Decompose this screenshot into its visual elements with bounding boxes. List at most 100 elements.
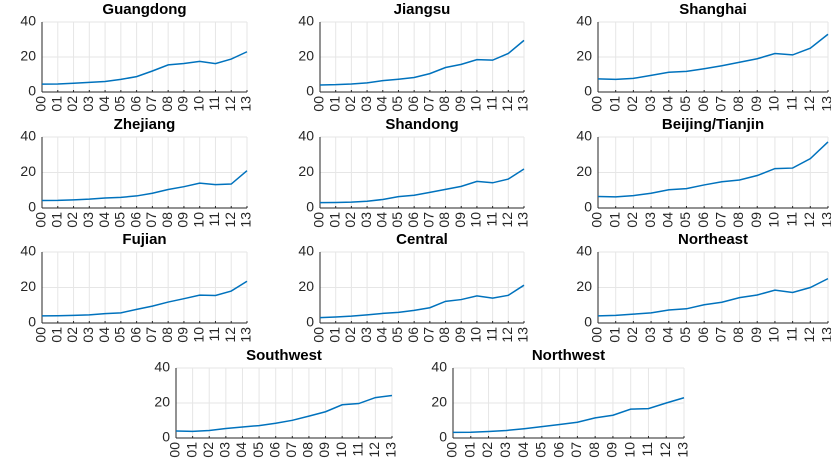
x-tick-label: 11 [783,96,799,111]
x-tick-label: 11 [639,442,655,457]
x-tick-label: 05 [677,96,693,112]
x-tick-label: 01 [48,96,64,112]
x-tick-label: 03 [80,327,96,343]
y-tick-label: 0 [306,314,314,330]
x-tick-label: 02 [342,327,358,343]
x-tick-label: 08 [730,327,746,343]
x-tick-label: 03 [497,442,513,458]
y-tick-label: 40 [20,13,36,29]
x-tick-label: 06 [695,212,711,228]
subplot: Shanghai 00 01 02 03 04 05 06 07 08 09 10 11 12 13 0 20 4… [576,1,831,112]
y-tick-label: 0 [28,83,36,99]
x-tick-label: 01 [606,96,622,112]
x-tick-label: 12 [801,212,817,228]
y-tick-label: 20 [20,278,36,294]
x-tick-label: 00 [311,212,327,228]
chart-title: Southwest [246,347,322,364]
x-tick-label: 05 [112,212,128,228]
data-line [319,39,525,86]
x-tick-label: 12 [222,96,238,112]
y-tick-label: 40 [298,243,314,259]
x-tick-label: 09 [316,442,332,458]
x-tick-label: 10 [468,96,484,112]
x-tick-label: 13 [819,212,831,228]
x-tick-label: 13 [238,96,254,112]
x-tick-label: 07 [421,96,437,112]
x-tick-label: 09 [175,327,191,343]
data-line [597,33,829,81]
x-tick-label: 05 [677,327,693,343]
x-tick-label: 12 [801,96,817,112]
x-tick-label: 01 [48,212,64,228]
x-tick-label: 04 [659,212,675,228]
x-tick-label: 05 [112,327,128,343]
x-tick-label: 10 [468,327,484,343]
subplot: Southwest 00 01 02 03 04 05 06 07 08 09 10 11 12 13 0 20… [154,347,398,458]
chart-title: Northeast [678,231,748,248]
subplot: Shandong 00 01 02 03 04 05 06 07 08 09 10 11 12 13 0 20 4… [298,116,530,228]
y-tick-label: 0 [28,199,36,215]
y-tick-label: 0 [28,314,36,330]
subplot: Fujian 00 01 02 03 04 05 06 07 08 09 10 11 12 13 0 20 40 [20,231,253,343]
x-tick-label: 01 [326,96,342,112]
x-tick-label: 06 [550,442,566,458]
x-tick-label: 08 [436,212,452,228]
data-line [41,280,248,317]
x-tick-label: 04 [373,96,389,112]
x-tick-label: 11 [206,212,222,227]
x-tick-label: 03 [642,212,658,228]
y-tick-label: 0 [584,199,592,215]
chart-title: Beijing/Tianjin [662,116,764,133]
x-tick-label: 00 [589,96,605,112]
y-tick-label: 40 [298,128,314,144]
x-tick-label: 00 [167,442,183,458]
chart-title: Fujian [122,231,166,248]
y-tick-label: 40 [576,243,592,259]
x-tick-label: 08 [159,96,175,112]
y-tick-label: 0 [162,429,170,445]
x-tick-label: 02 [64,212,80,228]
x-tick-label: 02 [479,442,495,458]
y-tick-label: 40 [431,359,447,375]
x-tick-label: 07 [143,96,159,112]
x-tick-label: 06 [695,96,711,112]
x-tick-label: 13 [515,96,531,112]
x-tick-label: 11 [783,327,799,342]
x-tick-label: 10 [621,442,637,458]
x-tick-label: 08 [586,442,602,458]
x-tick-label: 07 [421,327,437,343]
x-tick-label: 11 [483,96,499,111]
x-tick-label: 06 [405,212,421,228]
x-tick-label: 06 [695,327,711,343]
x-tick-label: 08 [436,96,452,112]
x-tick-label: 00 [589,212,605,228]
x-tick-label: 06 [266,442,282,458]
x-tick-label: 08 [730,96,746,112]
subplot: Central 00 01 02 03 04 05 06 07 08 09 10 11 12 13 0 20 40 [298,231,530,343]
x-tick-label: 09 [748,96,764,112]
x-tick-label: 03 [642,327,658,343]
x-tick-label: 06 [405,96,421,112]
x-tick-label: 03 [358,212,374,228]
x-tick-label: 13 [515,327,531,343]
chart-title: Guangdong [102,1,186,18]
x-tick-label: 09 [748,212,764,228]
x-tick-label: 01 [326,212,342,228]
x-tick-label: 01 [48,327,64,343]
subplot: Jiangsu 00 01 02 03 04 05 06 07 08 09 10 11 12 13 0 20 40 [298,1,530,112]
x-tick-label: 11 [783,212,799,227]
x-tick-label: 00 [311,96,327,112]
chart-title: Shandong [385,116,458,133]
subplot: Northeast 00 01 02 03 04 05 06 07 08 09 10 11 12 13 0 20… [576,231,831,343]
x-tick-label: 06 [127,96,143,112]
x-tick-label: 04 [373,327,389,343]
x-tick-label: 09 [452,212,468,228]
y-tick-label: 40 [20,128,36,144]
x-tick-label: 12 [499,327,515,343]
x-tick-label: 05 [389,327,405,343]
x-tick-label: 03 [80,212,96,228]
subplot: Zhejiang 00 01 02 03 04 05 06 07 08 09 10 11 12 13 0 20 4… [20,116,253,228]
